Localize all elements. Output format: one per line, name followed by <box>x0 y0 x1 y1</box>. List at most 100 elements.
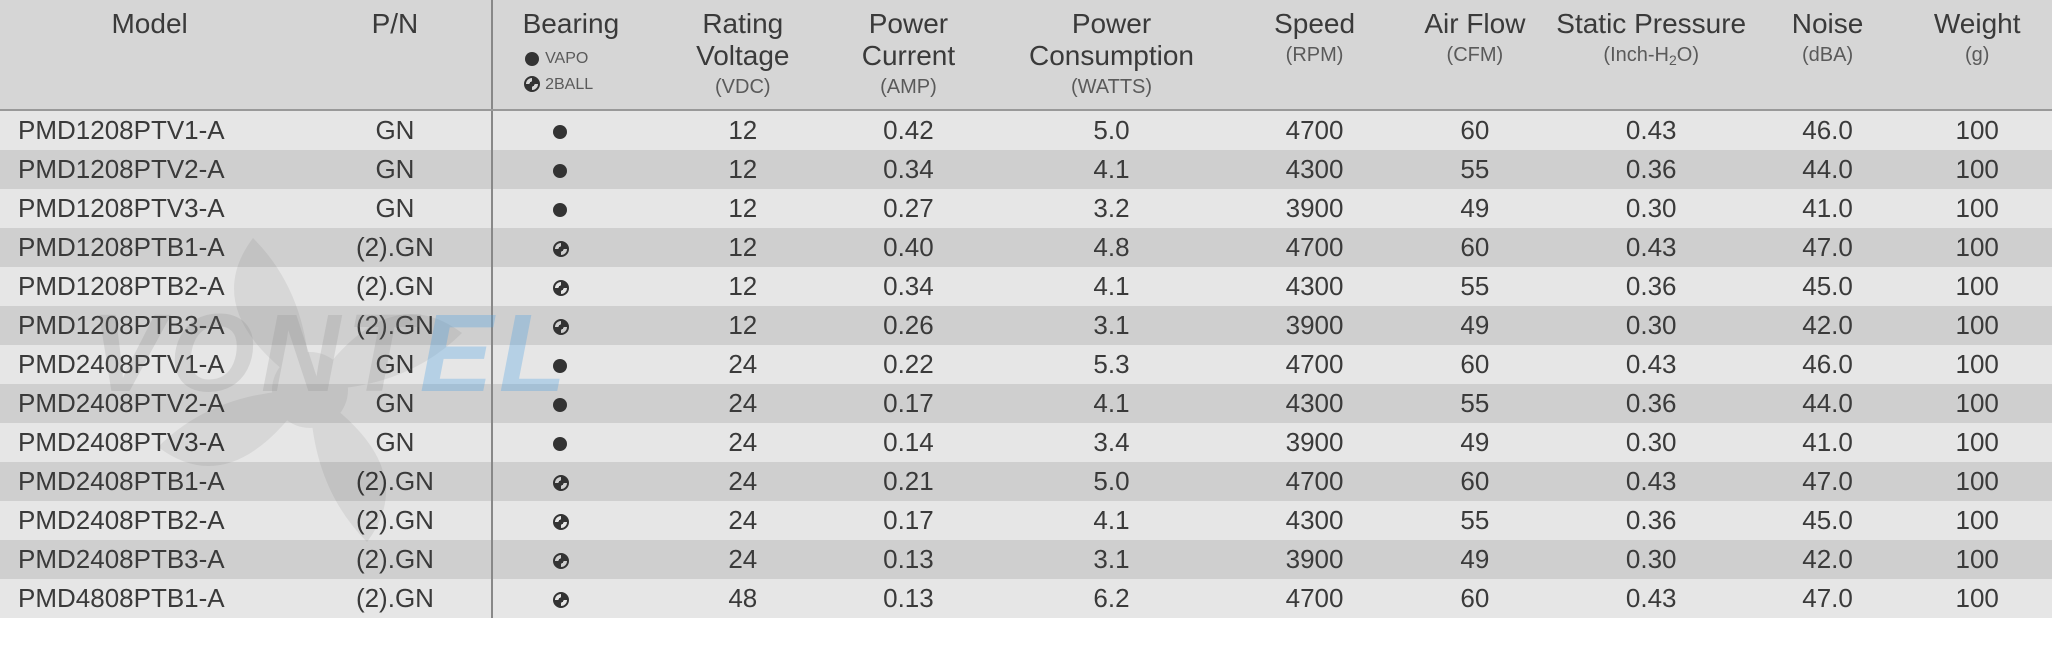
cell-bearing <box>492 228 663 267</box>
cell-airflow: 55 <box>1400 267 1550 306</box>
cell-noise: 47.0 <box>1753 579 1903 618</box>
cell-bearing <box>492 267 663 306</box>
cell-bearing <box>492 110 663 150</box>
cell-static: 0.30 <box>1550 189 1753 228</box>
cell-model: PMD1208PTB3-A <box>0 306 299 345</box>
cell-airflow: 55 <box>1400 501 1550 540</box>
cell-model: PMD2408PTB3-A <box>0 540 299 579</box>
cell-pn: (2).GN <box>299 228 491 267</box>
col-header-label: P/N <box>303 8 486 40</box>
cell-weight: 100 <box>1902 150 2052 189</box>
cell-airflow: 55 <box>1400 150 1550 189</box>
cell-noise: 45.0 <box>1753 267 1903 306</box>
cell-static: 0.30 <box>1550 540 1753 579</box>
cell-weight: 100 <box>1902 306 2052 345</box>
cell-model: PMD1208PTB1-A <box>0 228 299 267</box>
cell-speed: 4300 <box>1229 501 1400 540</box>
col-header-label: Static Pressure <box>1554 8 1749 40</box>
col-header-weight: Weight(g) <box>1902 0 2052 110</box>
cell-noise: 41.0 <box>1753 189 1903 228</box>
cell-pn: (2).GN <box>299 462 491 501</box>
col-header-pn: P/N <box>299 0 491 110</box>
cell-airflow: 60 <box>1400 228 1550 267</box>
cell-weight: 100 <box>1902 462 2052 501</box>
vapo-icon <box>553 164 567 178</box>
cell-static: 0.36 <box>1550 267 1753 306</box>
cell-voltage: 12 <box>663 267 823 306</box>
cell-pn: GN <box>299 423 491 462</box>
cell-voltage: 24 <box>663 345 823 384</box>
col-header-sub: (WATTS) <box>998 76 1225 99</box>
cell-weight: 100 <box>1902 501 2052 540</box>
cell-static: 0.43 <box>1550 228 1753 267</box>
cell-power: 4.1 <box>994 384 1229 423</box>
cell-voltage: 12 <box>663 228 823 267</box>
cell-voltage: 12 <box>663 189 823 228</box>
col-header-label: Power Current <box>827 8 990 72</box>
cell-noise: 47.0 <box>1753 228 1903 267</box>
cell-model: PMD2408PTB2-A <box>0 501 299 540</box>
vapo-icon <box>525 52 539 66</box>
cell-airflow: 49 <box>1400 423 1550 462</box>
cell-current: 0.27 <box>823 189 994 228</box>
col-header-speed: Speed (RPM) <box>1229 0 1400 110</box>
2ball-icon <box>553 280 569 296</box>
cell-airflow: 49 <box>1400 306 1550 345</box>
col-header-label: Speed <box>1233 8 1396 40</box>
col-header-label: Model <box>4 8 295 40</box>
cell-speed: 4300 <box>1229 150 1400 189</box>
cell-voltage: 24 <box>663 540 823 579</box>
cell-speed: 3900 <box>1229 306 1400 345</box>
spec-table-wrap: VONTEL ModelP/NBearing VAPO 2BALLRating … <box>0 0 2052 618</box>
cell-weight: 100 <box>1902 189 2052 228</box>
cell-power: 3.4 <box>994 423 1229 462</box>
cell-static: 0.36 <box>1550 501 1753 540</box>
cell-model: PMD1208PTV1-A <box>0 110 299 150</box>
2ball-icon <box>553 514 569 530</box>
col-header-sub: (RPM) <box>1233 44 1396 67</box>
cell-bearing <box>492 579 663 618</box>
cell-bearing <box>492 345 663 384</box>
table-row: PMD2408PTV3-AGN240.143.43900490.3041.010… <box>0 423 2052 462</box>
cell-static: 0.30 <box>1550 423 1753 462</box>
cell-weight: 100 <box>1902 110 2052 150</box>
cell-power: 4.1 <box>994 150 1229 189</box>
cell-power: 4.1 <box>994 267 1229 306</box>
cell-pn: GN <box>299 189 491 228</box>
cell-voltage: 12 <box>663 306 823 345</box>
cell-pn: (2).GN <box>299 501 491 540</box>
cell-pn: (2).GN <box>299 540 491 579</box>
col-header-noise: Noise(dBA) <box>1753 0 1903 110</box>
cell-bearing <box>492 384 663 423</box>
cell-bearing <box>492 306 663 345</box>
cell-current: 0.22 <box>823 345 994 384</box>
cell-power: 4.8 <box>994 228 1229 267</box>
cell-airflow: 60 <box>1400 110 1550 150</box>
col-header-bearing: Bearing VAPO 2BALL <box>492 0 663 110</box>
cell-speed: 4700 <box>1229 462 1400 501</box>
cell-pn: (2).GN <box>299 306 491 345</box>
cell-power: 5.0 <box>994 462 1229 501</box>
col-header-sub: (dBA) <box>1757 44 1899 67</box>
cell-noise: 44.0 <box>1753 384 1903 423</box>
cell-voltage: 24 <box>663 501 823 540</box>
cell-voltage: 12 <box>663 110 823 150</box>
cell-airflow: 60 <box>1400 345 1550 384</box>
col-header-sub: (VDC) <box>667 76 819 99</box>
cell-current: 0.17 <box>823 384 994 423</box>
cell-noise: 42.0 <box>1753 540 1903 579</box>
table-row: PMD1208PTV2-AGN120.344.14300550.3644.010… <box>0 150 2052 189</box>
cell-model: PMD2408PTV3-A <box>0 423 299 462</box>
cell-model: PMD1208PTV3-A <box>0 189 299 228</box>
cell-speed: 3900 <box>1229 423 1400 462</box>
cell-pn: GN <box>299 150 491 189</box>
cell-current: 0.26 <box>823 306 994 345</box>
cell-voltage: 12 <box>663 150 823 189</box>
cell-noise: 46.0 <box>1753 110 1903 150</box>
table-row: PMD2408PTV2-AGN240.174.14300550.3644.010… <box>0 384 2052 423</box>
cell-weight: 100 <box>1902 540 2052 579</box>
cell-weight: 100 <box>1902 384 2052 423</box>
2ball-icon <box>553 475 569 491</box>
col-header-label: Rating Voltage <box>667 8 819 72</box>
table-row: PMD1208PTB1-A(2).GN120.404.84700600.4347… <box>0 228 2052 267</box>
